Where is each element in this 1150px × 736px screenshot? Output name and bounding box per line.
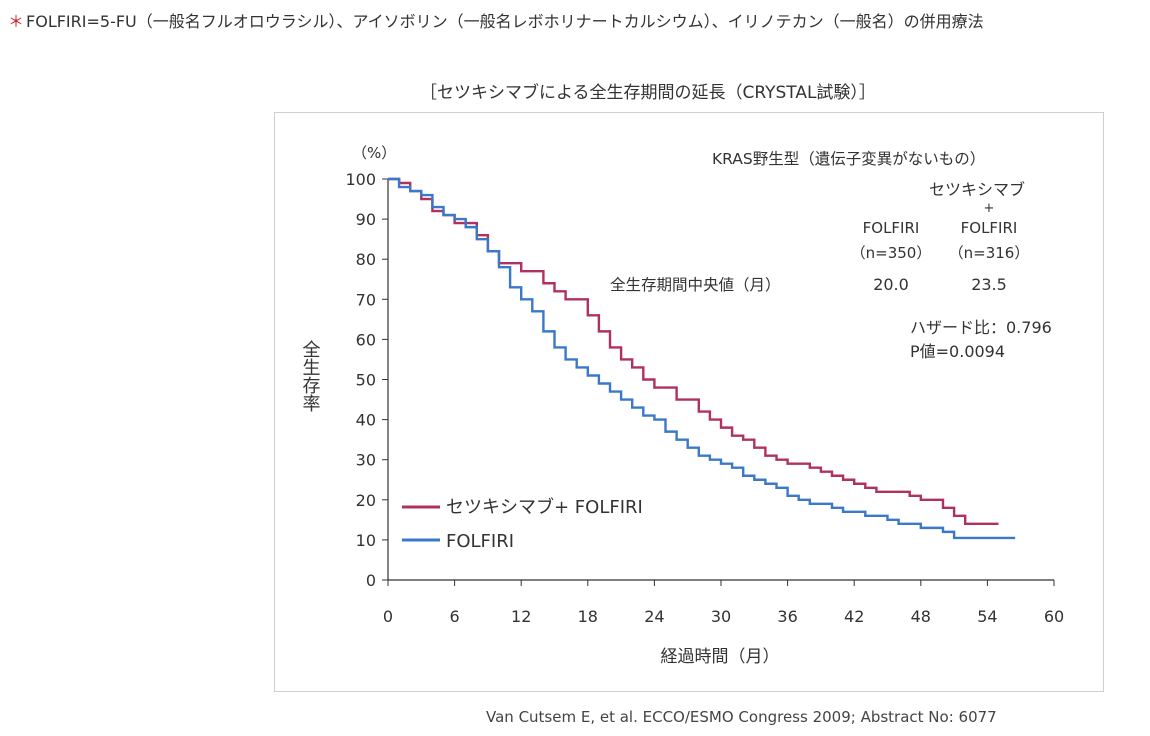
series-folfiri-line: [388, 177, 1016, 540]
x-axis-label: 経過時間（月）: [661, 647, 780, 667]
group-label: KRAS野生型（遺伝子変異がないもの）: [712, 150, 985, 168]
y-tick-label: 100: [345, 170, 376, 189]
col-cetux-line1: セツキシマブ: [929, 180, 1025, 199]
y-tick-label: 90: [356, 210, 376, 229]
col-cetux-line3: FOLFIRI: [961, 219, 1018, 237]
chart-frame: [274, 112, 1104, 692]
footnote-mark: ＊: [8, 12, 25, 31]
median-cetux: 23.5: [971, 275, 1007, 294]
x-tick-label: 6: [450, 607, 460, 626]
y-unit: （%）: [352, 144, 396, 162]
col-cetux-n: （n=316）: [949, 244, 1030, 262]
y-tick-label: 0: [366, 571, 376, 590]
legend-label-folfiri: FOLFIRI: [446, 531, 514, 552]
series-layer: [388, 177, 1016, 540]
x-tick-label: 24: [644, 607, 664, 626]
chart-axes: 0 6 12 18 24 30 36 42 48 54 60 0 10 20 30 40 50 60 70 80 90 1…: [345, 170, 1064, 626]
x-tick-label: 42: [844, 607, 864, 626]
footnote-text: FOLFIRI=5-FU（一般名フルオロウラシル）、アイソボリン（一般名レボホリ…: [26, 12, 984, 31]
y-axis-label: 全生存率: [300, 340, 321, 412]
x-tick-label: 12: [511, 607, 531, 626]
hazard-ratio: ハザード比：0.796: [910, 318, 1052, 337]
series-cetuximab-folfiri-line: [388, 177, 999, 526]
legend: セツキシマブ+ FOLFIRI FOLFIRI: [402, 496, 643, 552]
y-tick-label: 70: [356, 290, 376, 309]
x-tick-label: 54: [977, 607, 997, 626]
y-tick-label: 10: [356, 531, 376, 550]
footnote: ＊ FOLFIRI=5-FU（一般名フルオロウラシル）、アイソボリン（一般名レボホ…: [8, 8, 984, 32]
col-folfiri: FOLFIRI: [863, 219, 920, 237]
y-tick-label: 40: [356, 411, 376, 430]
median-label: 全生存期間中央値（月）: [610, 276, 781, 294]
x-tick-label: 60: [1044, 607, 1064, 626]
x-tick-label: 30: [711, 607, 731, 626]
y-tick-label: 50: [356, 371, 376, 390]
col-cetux-line2: +: [984, 201, 995, 216]
chart-title: ［セツキシマブによる全生存期間の延長（CRYSTAL試験）］: [420, 83, 876, 103]
y-tick-label: 20: [356, 491, 376, 510]
y-tick-label: 60: [356, 330, 376, 349]
col-folfiri-n: （n=350）: [851, 244, 932, 262]
y-tick-label: 30: [356, 451, 376, 470]
y-tick-label: 80: [356, 250, 376, 269]
x-tick-label: 48: [911, 607, 931, 626]
median-folfiri: 20.0: [873, 275, 909, 294]
p-value: P値=0.0094: [910, 342, 1005, 361]
legend-label-cetuximab-folfiri: セツキシマブ+ FOLFIRI: [446, 496, 643, 518]
x-tick-label: 36: [777, 607, 797, 626]
citation: Van Cutsem E, et al. ECCO/ESMO Congress …: [486, 708, 997, 726]
x-tick-label: 0: [383, 607, 393, 626]
x-tick-label: 18: [578, 607, 598, 626]
